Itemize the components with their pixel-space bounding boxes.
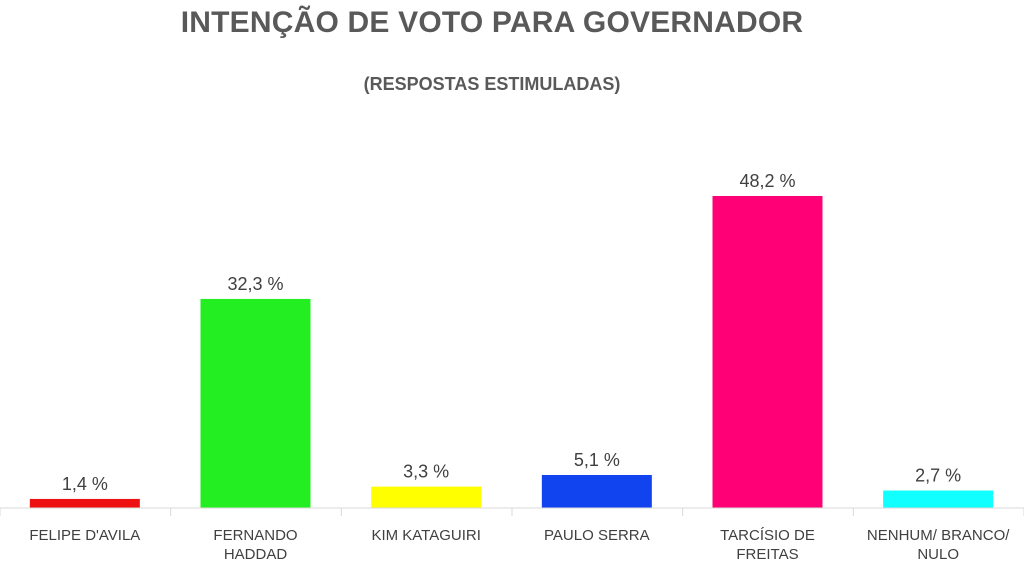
x-tick-label: FERNANDO HADDAD <box>213 527 297 563</box>
x-tick-label-line: FERNANDO <box>213 527 297 544</box>
x-tick-label-line: FELIPE D'AVILA <box>29 527 140 544</box>
bar <box>371 486 482 508</box>
chart-subtitle: (RESPOSTAS ESTIMULADAS) <box>363 74 621 94</box>
x-tick-label-line: NULO <box>917 546 959 563</box>
x-tick-labels-group: FELIPE D'AVILA FERNANDO HADDAD KIM KATAGUIR… <box>29 527 1010 563</box>
bar-value-label: 32,3 % <box>227 274 283 294</box>
bar <box>29 498 140 508</box>
value-labels-group: 1,4 % 32,3 % 3,3 % 5,1 % 48,2 % 2,7 % <box>62 171 961 494</box>
x-ticks-group <box>0 508 1024 516</box>
x-tick-label: NENHUM/ BRANCO/NULO <box>867 527 1010 563</box>
bar <box>712 196 823 508</box>
x-tick-label-line: TARCÍSIO DE <box>720 527 815 544</box>
x-tick-label: FELIPE D'AVILA <box>29 527 140 544</box>
bar-value-label: 48,2 % <box>739 171 795 191</box>
bar-value-label: 2,7 % <box>915 466 961 486</box>
bar <box>200 298 311 508</box>
x-tick-label: PAULO SERRA <box>544 527 650 544</box>
bar <box>883 490 994 508</box>
chart-title: INTENÇÃO DE VOTO PARA GOVERNADOR <box>180 6 804 39</box>
bars-group <box>29 196 994 508</box>
bar <box>541 474 652 508</box>
x-tick-label-line: PAULO SERRA <box>544 527 650 544</box>
bar-value-label: 1,4 % <box>62 474 108 494</box>
bar-value-label: 3,3 % <box>403 462 449 482</box>
x-tick-label: KIM KATAGUIRI <box>371 527 480 544</box>
x-tick-label-line: FREITAS <box>736 546 798 563</box>
bar-value-label: 5,1 % <box>574 450 620 470</box>
x-tick-label-line: KIM KATAGUIRI <box>371 527 480 544</box>
x-tick-label: TARCÍSIO DE FREITAS <box>720 527 815 563</box>
x-tick-label-line: NENHUM/ BRANCO/ <box>867 527 1010 544</box>
x-tick-label-line: HADDAD <box>224 546 288 563</box>
